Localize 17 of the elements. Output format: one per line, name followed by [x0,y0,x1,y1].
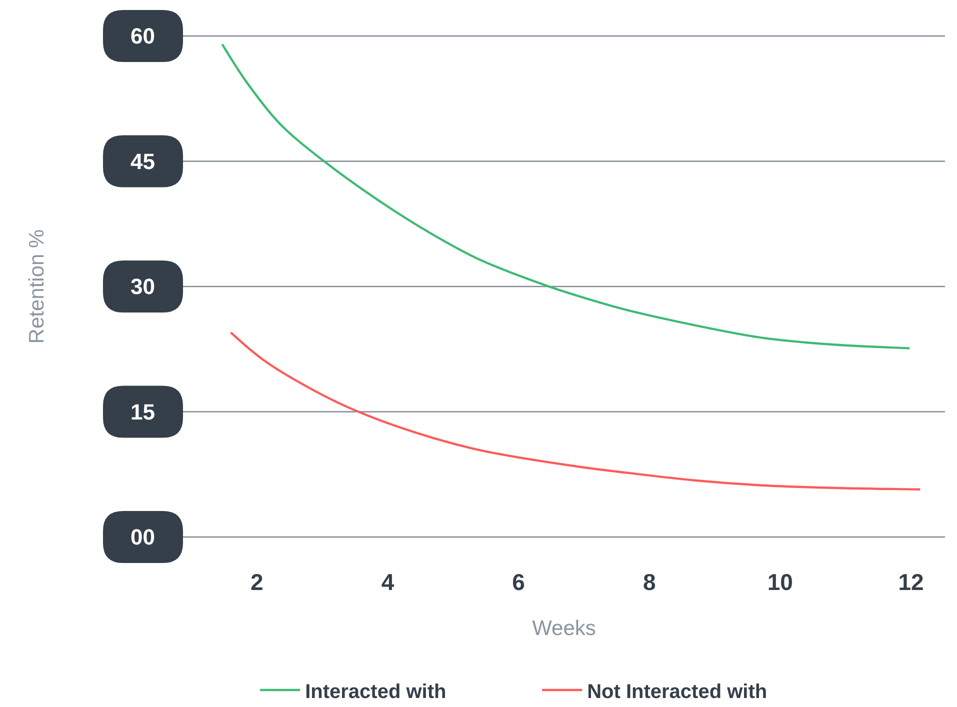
x-tick-label: 6 [512,569,525,595]
y-tick-label: 00 [130,524,155,550]
y-tick-label: 30 [130,274,155,300]
x-tick-label: 4 [381,569,394,595]
x-tick-label: 8 [642,569,656,595]
x-axis-title: Weeks [532,617,596,640]
x-tick-label: 12 [898,569,924,595]
y-tick-label: 60 [130,24,155,49]
y-axis-title: Retention % [26,229,49,344]
legend-label: Not Interacted with [587,680,768,703]
line-series [221,43,911,350]
line-series [230,331,922,491]
y-tick-label: 45 [130,148,155,174]
x-tick-label: 2 [250,569,264,595]
y-tick-label: 15 [130,399,155,424]
x-tick-label: 10 [767,569,793,595]
legend-label: Interacted with [305,680,446,703]
